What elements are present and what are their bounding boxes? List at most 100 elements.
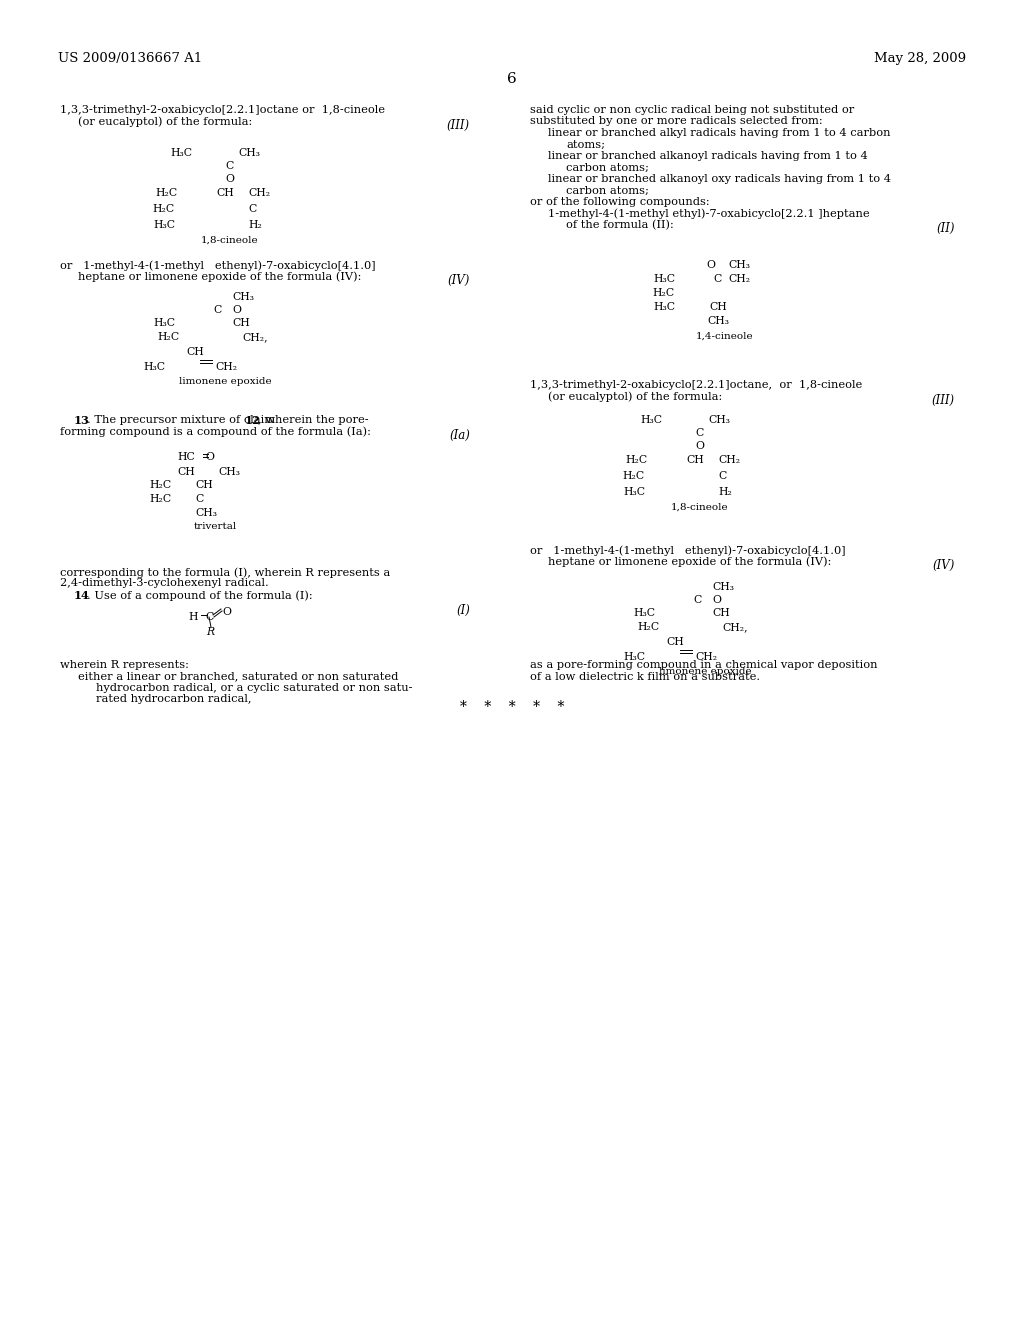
- Text: CH: CH: [712, 609, 730, 618]
- Text: 1-methyl-4-(1-methyl ethyl)-7-oxabicyclo[2.2.1 ]heptane: 1-methyl-4-(1-methyl ethyl)-7-oxabicyclo…: [548, 209, 869, 219]
- Text: 1,3,3-trimethyl-2-oxabicyclo[2.2.1]octane,  or  1,8-cineole: 1,3,3-trimethyl-2-oxabicyclo[2.2.1]octan…: [530, 380, 862, 389]
- Text: H₂C: H₂C: [156, 187, 178, 198]
- Text: CH: CH: [667, 638, 684, 647]
- Text: O: O: [205, 451, 214, 462]
- Text: or of the following compounds:: or of the following compounds:: [530, 197, 710, 207]
- Text: (I): (I): [456, 605, 470, 616]
- Text: H₂C: H₂C: [150, 494, 172, 504]
- Text: H₃C: H₃C: [623, 487, 645, 498]
- Text: H₂C: H₂C: [626, 455, 648, 465]
- Text: (III): (III): [446, 119, 470, 132]
- Text: May 28, 2009: May 28, 2009: [873, 51, 966, 65]
- Text: or   1-methyl-4-(1-methyl   ethenyl)-7-oxabicyclo[4.1.0]: or 1-methyl-4-(1-methyl ethenyl)-7-oxabi…: [60, 260, 376, 271]
- Text: (Ia): (Ia): [450, 429, 470, 441]
- Text: 14: 14: [74, 590, 90, 601]
- Text: either a linear or branched, saturated or non saturated: either a linear or branched, saturated o…: [78, 672, 398, 681]
- Text: 2,4-dimethyl-3-cyclohexenyl radical.: 2,4-dimethyl-3-cyclohexenyl radical.: [60, 578, 268, 589]
- Text: O: O: [222, 607, 231, 616]
- Text: C: C: [206, 612, 214, 622]
- Text: O: O: [695, 441, 705, 451]
- Text: H₃C: H₃C: [633, 609, 655, 618]
- Text: CH: CH: [195, 480, 213, 490]
- Text: H₂C: H₂C: [623, 471, 645, 480]
- Text: H₃C: H₃C: [640, 414, 662, 425]
- Text: C: C: [718, 471, 726, 480]
- Text: or   1-methyl-4-(1-methyl   ethenyl)-7-oxabicyclo[4.1.0]: or 1-methyl-4-(1-methyl ethenyl)-7-oxabi…: [530, 545, 846, 556]
- Text: C: C: [226, 161, 234, 172]
- Text: CH₂: CH₂: [215, 362, 238, 372]
- Text: H₂C: H₂C: [158, 333, 180, 342]
- Text: CH₃: CH₃: [238, 148, 260, 158]
- Text: 1,8-cineole: 1,8-cineole: [671, 503, 729, 512]
- Text: H₂: H₂: [248, 220, 262, 230]
- Text: linear or branched alkanoyl oxy radicals having from 1 to 4: linear or branched alkanoyl oxy radicals…: [548, 174, 891, 183]
- Text: O: O: [225, 174, 234, 183]
- Text: said cyclic or non cyclic radical being not substituted or: said cyclic or non cyclic radical being …: [530, 106, 854, 115]
- Text: CH₃: CH₃: [707, 315, 729, 326]
- Text: as a pore-forming compound in a chemical vapor deposition: as a pore-forming compound in a chemical…: [530, 660, 878, 671]
- Text: substituted by one or more radicals selected from:: substituted by one or more radicals sele…: [530, 116, 822, 127]
- Text: CH₃: CH₃: [195, 508, 217, 517]
- Text: CH₃: CH₃: [712, 582, 734, 591]
- Text: H₂C: H₂C: [150, 480, 172, 490]
- Text: trivertal: trivertal: [194, 521, 237, 531]
- Text: (II): (II): [937, 222, 955, 235]
- Text: H₃C: H₃C: [153, 318, 175, 327]
- Text: H₃C: H₃C: [170, 148, 193, 158]
- Text: heptane or limonene epoxide of the formula (IV):: heptane or limonene epoxide of the formu…: [78, 272, 361, 282]
- Text: CH₂: CH₂: [728, 275, 751, 284]
- Text: (or eucalyptol) of the formula:: (or eucalyptol) of the formula:: [78, 116, 252, 127]
- Text: CH: CH: [686, 455, 703, 465]
- Text: H₃C: H₃C: [623, 652, 645, 663]
- Text: H₂C: H₂C: [653, 288, 675, 298]
- Text: *    *    *    *    *: * * * * *: [460, 700, 564, 714]
- Text: CH₂,: CH₂,: [722, 622, 748, 632]
- Text: (IV): (IV): [933, 558, 955, 572]
- Text: CH₃: CH₃: [708, 414, 730, 425]
- Text: H₂C: H₂C: [153, 205, 175, 214]
- Text: (or eucalyptol) of the formula:: (or eucalyptol) of the formula:: [548, 392, 722, 403]
- Text: C: C: [248, 205, 256, 214]
- Text: wherein R represents:: wherein R represents:: [60, 660, 188, 671]
- Text: linear or branched alkyl radicals having from 1 to 4 carbon: linear or branched alkyl radicals having…: [548, 128, 891, 139]
- Text: CH: CH: [232, 318, 250, 327]
- Text: CH₃: CH₃: [232, 292, 254, 302]
- Text: 1,8-cineole: 1,8-cineole: [201, 236, 259, 246]
- Text: O: O: [232, 305, 241, 315]
- Text: C: C: [696, 428, 705, 438]
- Text: CH₃: CH₃: [728, 260, 750, 271]
- Text: CH₃: CH₃: [218, 467, 240, 477]
- Text: of a low dielectric k film on a substrate.: of a low dielectric k film on a substrat…: [530, 672, 760, 681]
- Text: H₂: H₂: [718, 487, 732, 498]
- Text: rated hydrocarbon radical,: rated hydrocarbon radical,: [96, 694, 252, 705]
- Text: CH: CH: [186, 347, 204, 356]
- Text: H₂C: H₂C: [638, 622, 660, 632]
- Text: C: C: [195, 494, 203, 504]
- Text: H: H: [188, 612, 198, 622]
- Text: heptane or limonene epoxide of the formula (IV):: heptane or limonene epoxide of the formu…: [548, 557, 831, 568]
- Text: 12: 12: [245, 414, 261, 426]
- Text: CH: CH: [216, 187, 233, 198]
- Text: carbon atoms;: carbon atoms;: [566, 186, 649, 195]
- Text: atoms;: atoms;: [566, 140, 605, 149]
- Text: CH₂: CH₂: [695, 652, 717, 663]
- Text: CH: CH: [177, 467, 195, 477]
- Text: 13: 13: [74, 414, 90, 426]
- Text: . The precursor mixture of claim: . The precursor mixture of claim: [87, 414, 279, 425]
- Text: H₃C: H₃C: [653, 275, 675, 284]
- Text: CH₂: CH₂: [248, 187, 270, 198]
- Text: corresponding to the formula (I), wherein R represents a: corresponding to the formula (I), wherei…: [60, 568, 390, 578]
- Text: hydrocarbon radical, or a cyclic saturated or non satu-: hydrocarbon radical, or a cyclic saturat…: [96, 682, 413, 693]
- Text: . Use of a compound of the formula (I):: . Use of a compound of the formula (I):: [87, 590, 312, 601]
- Text: C: C: [214, 305, 222, 315]
- Text: 1,4-cineole: 1,4-cineole: [696, 333, 754, 341]
- Text: H₃C: H₃C: [143, 362, 165, 372]
- Text: of the formula (II):: of the formula (II):: [566, 220, 674, 230]
- Text: carbon atoms;: carbon atoms;: [566, 162, 649, 173]
- Text: O: O: [706, 260, 715, 271]
- Text: (IV): (IV): [447, 273, 470, 286]
- Text: limonene epoxide: limonene epoxide: [178, 378, 271, 385]
- Text: CH₂: CH₂: [718, 455, 740, 465]
- Text: limonene epoxide: limonene epoxide: [658, 667, 752, 676]
- Text: HC: HC: [177, 451, 195, 462]
